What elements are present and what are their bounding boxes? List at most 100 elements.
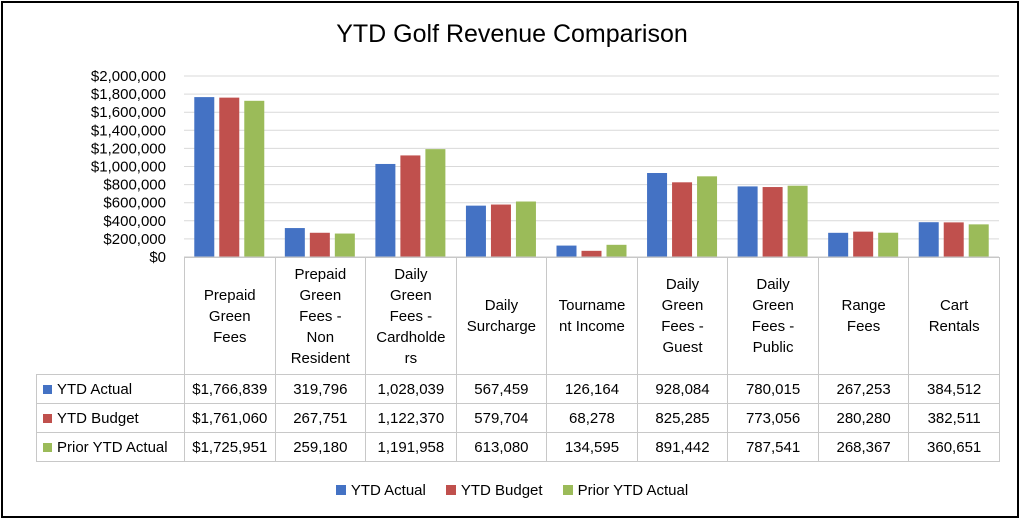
bar bbox=[828, 232, 849, 257]
y-tick-label: $1,000,000 bbox=[91, 159, 166, 176]
x-tick-label-line: Guest bbox=[662, 339, 703, 356]
x-tick-label: Cart Rentals bbox=[908, 257, 1000, 375]
legend-swatch bbox=[445, 485, 456, 495]
data-table-cell: 567,459 bbox=[455, 374, 548, 404]
x-tick-label-line: Prepaid bbox=[294, 265, 347, 283]
legend-swatch bbox=[335, 485, 346, 495]
x-tick-label: Daily Surcharge bbox=[455, 257, 548, 375]
data-table-cell: 613,080 bbox=[455, 432, 548, 462]
series-row-label: YTD Budget bbox=[36, 403, 185, 433]
bar bbox=[918, 222, 939, 257]
data-table-cell: $1,766,839 bbox=[184, 374, 276, 404]
bar bbox=[968, 224, 989, 257]
x-tick-label-line: Prepaid bbox=[203, 286, 256, 304]
data-table-cell: 267,751 bbox=[274, 403, 367, 433]
y-tick-label: $1,600,000 bbox=[91, 104, 166, 121]
x-tick-label: Tourname nt Income bbox=[546, 257, 638, 375]
data-table-cell: 891,442 bbox=[636, 432, 729, 462]
bar bbox=[400, 155, 421, 257]
bar bbox=[465, 205, 486, 257]
y-tick-label: $1,800,000 bbox=[91, 86, 166, 103]
data-table-corner bbox=[36, 257, 185, 375]
data-table: Prepaid Green Fees Prepaid Green Fees - Non Res… bbox=[36, 257, 1000, 462]
y-tick-label: $2,000,000 bbox=[91, 68, 166, 85]
bar bbox=[581, 250, 602, 257]
x-tick-label: Range Fees bbox=[817, 257, 910, 375]
data-table-row: YTD Actual $1,766,839 319,796 1,028,039 567,… bbox=[36, 374, 1000, 404]
legend-item: YTD Budget bbox=[445, 482, 543, 499]
x-tick-label-line: Fees - bbox=[389, 307, 433, 325]
bar bbox=[375, 163, 396, 257]
x-tick-label-line: Green bbox=[390, 286, 432, 304]
series-swatch bbox=[43, 384, 52, 394]
x-tick-label-line: Daily bbox=[665, 276, 700, 293]
x-tick-label: Prepaid Green Fees - Non Resident bbox=[274, 257, 367, 375]
x-tick-label-line: Public bbox=[752, 339, 794, 356]
bar bbox=[762, 187, 783, 257]
data-table-cell: $1,761,060 bbox=[184, 403, 276, 433]
bar bbox=[787, 185, 808, 257]
bar bbox=[878, 232, 899, 257]
bar bbox=[697, 176, 718, 257]
data-table-cell: 825,285 bbox=[636, 403, 729, 433]
bar bbox=[309, 232, 330, 257]
legend-swatch bbox=[562, 485, 573, 495]
legend-label: YTD Budget bbox=[460, 482, 543, 499]
series-swatch bbox=[43, 442, 52, 452]
series-row-label: YTD Actual bbox=[36, 374, 185, 404]
bar bbox=[334, 233, 355, 257]
series-swatch bbox=[43, 413, 52, 423]
x-tick-label-line: rs bbox=[404, 349, 418, 367]
legend-item: Prior YTD Actual bbox=[562, 482, 688, 499]
bar bbox=[244, 100, 265, 257]
x-tick-label: Daily Green Fees - Cardholde rs bbox=[365, 257, 457, 375]
y-tick-label: $1,400,000 bbox=[91, 122, 166, 139]
data-table-cell: 360,651 bbox=[908, 432, 1000, 462]
series-name: YTD Actual bbox=[57, 380, 133, 398]
x-tick-label-line: Cart bbox=[939, 297, 969, 314]
chart-title: YTD Golf Revenue Comparison bbox=[336, 20, 688, 48]
bar bbox=[219, 97, 240, 257]
bar bbox=[853, 231, 874, 257]
x-tick-label-line: Tourname bbox=[558, 297, 626, 314]
data-table-cell: 773,056 bbox=[727, 403, 819, 433]
bar bbox=[672, 182, 693, 257]
x-tick-label-line: Fees bbox=[213, 328, 247, 346]
x-tick-label-line: Fees - bbox=[661, 318, 704, 335]
data-table-header-row: Prepaid Green Fees Prepaid Green Fees - Non Res… bbox=[36, 257, 1000, 375]
series-name: Prior YTD Actual bbox=[57, 438, 168, 456]
y-tick-label: $1,200,000 bbox=[91, 140, 166, 157]
bar bbox=[490, 204, 511, 257]
data-table-cell: 68,278 bbox=[546, 403, 638, 433]
x-tick-label-line: Daily bbox=[484, 297, 519, 314]
series-row-label: Prior YTD Actual bbox=[36, 432, 185, 462]
x-tick-label-line: Rentals bbox=[928, 318, 980, 335]
y-tick-label: $200,000 bbox=[103, 231, 166, 248]
bar bbox=[943, 222, 964, 257]
data-table-cell: 267,253 bbox=[817, 374, 910, 404]
data-table-cell: 280,280 bbox=[817, 403, 910, 433]
x-tick-label: Daily Green Fees - Guest bbox=[636, 257, 729, 375]
data-table-row: YTD Budget $1,761,060 267,751 1,122,370 579,… bbox=[36, 403, 1000, 433]
data-table-cell: $1,725,951 bbox=[184, 432, 276, 462]
data-table-cell: 579,704 bbox=[455, 403, 548, 433]
y-tick-label: $400,000 bbox=[103, 213, 166, 230]
bar bbox=[284, 228, 305, 257]
y-tick-label: $600,000 bbox=[103, 195, 166, 212]
data-table-cell: 126,164 bbox=[546, 374, 638, 404]
x-tick-label: Daily Green Fees - Public bbox=[727, 257, 819, 375]
x-tick-label-line: Range bbox=[841, 297, 886, 314]
x-tick-label-line: Daily bbox=[394, 265, 428, 283]
data-table-cell: 780,015 bbox=[727, 374, 819, 404]
x-tick-label-line: Green bbox=[299, 286, 342, 304]
data-table-cell: 268,367 bbox=[817, 432, 910, 462]
bar bbox=[606, 244, 627, 257]
legend-label: YTD Actual bbox=[350, 482, 426, 499]
data-table-cell: 1,028,039 bbox=[365, 374, 457, 404]
x-tick-label-line: Green bbox=[208, 307, 251, 325]
bar bbox=[556, 245, 577, 257]
bar bbox=[515, 201, 536, 257]
bar bbox=[194, 97, 215, 257]
bar bbox=[647, 173, 668, 257]
